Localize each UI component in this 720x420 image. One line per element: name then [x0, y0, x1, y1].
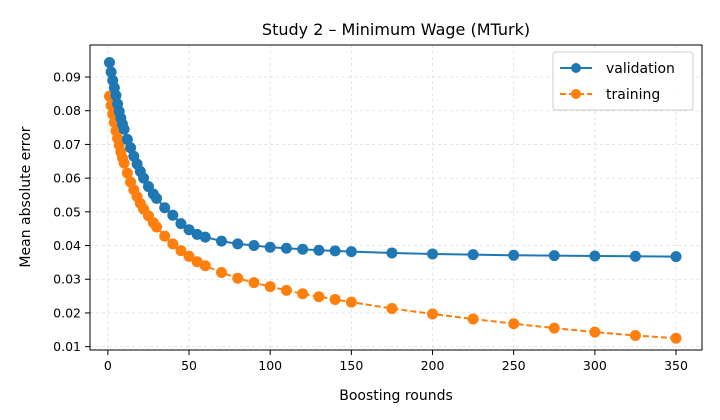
y-tick-label: 0.03 [53, 272, 81, 287]
data-point-validation [670, 251, 682, 263]
data-point-validation [232, 238, 244, 250]
data-point-validation [280, 242, 292, 254]
x-tick-label: 300 [583, 358, 607, 373]
data-point-validation [297, 243, 309, 255]
x-tick-label: 50 [181, 358, 197, 373]
data-point-training [280, 284, 292, 296]
data-point-validation [118, 123, 130, 135]
y-tick-label: 0.04 [53, 238, 81, 253]
data-point-training [175, 245, 187, 257]
data-point-validation [103, 57, 115, 69]
data-point-validation [110, 90, 122, 102]
series-layer [103, 57, 682, 344]
data-point-validation [345, 246, 357, 258]
y-tick-label: 0.01 [53, 339, 81, 354]
y-tick-label: 0.07 [53, 137, 81, 152]
data-point-validation [175, 218, 187, 230]
data-point-training [151, 221, 163, 233]
data-point-validation [167, 209, 179, 221]
data-point-training [167, 238, 179, 250]
data-point-training [191, 256, 203, 268]
x-tick-label: 350 [664, 358, 688, 373]
plot-frame [89, 44, 703, 351]
data-point-validation [105, 66, 117, 78]
data-point-validation [199, 231, 211, 243]
data-point-validation [313, 244, 325, 256]
data-point-validation [125, 142, 137, 154]
data-point-validation [151, 192, 163, 204]
data-point-validation [138, 172, 150, 184]
data-point-training [232, 272, 244, 284]
x-tick-label: 200 [421, 358, 445, 373]
y-tick-label: 0.06 [53, 171, 81, 186]
legend-marker-validation [571, 63, 581, 73]
data-point-validation [427, 248, 439, 260]
data-point-training [159, 230, 171, 242]
data-point-validation [589, 250, 601, 262]
data-point-training [467, 313, 479, 325]
data-point-training [548, 322, 560, 334]
data-point-training [215, 266, 227, 278]
data-point-validation [264, 241, 276, 253]
x-tick-label: 100 [258, 358, 282, 373]
data-point-training [118, 157, 130, 169]
data-point-validation [548, 250, 560, 262]
data-point-training [629, 330, 641, 342]
data-point-training [183, 250, 195, 262]
x-tick-label: 250 [502, 358, 526, 373]
legend-label-validation: validation [606, 61, 675, 77]
legend: validation training [552, 51, 694, 111]
data-point-training [121, 167, 133, 179]
data-point-training [386, 303, 398, 315]
y-tick-label: 0.08 [53, 103, 81, 118]
data-point-validation [386, 247, 398, 259]
data-point-training [670, 332, 682, 344]
x-axis-label: Boosting rounds [339, 388, 453, 404]
y-axis-label: Mean absolute error [18, 126, 34, 267]
data-point-training [589, 326, 601, 338]
data-point-validation [215, 235, 227, 247]
data-point-training [345, 296, 357, 308]
data-point-validation [183, 224, 195, 236]
y-tick-label: 0.09 [53, 70, 81, 85]
chart-title: Study 2 – Minimum Wage (MTurk) [262, 20, 530, 39]
y-axis-ticks: 0.01 0.02 0.03 0.04 0.05 0.06 0.07 0.08 0.09 [53, 70, 90, 354]
legend-box [552, 51, 694, 111]
data-point-training [297, 288, 309, 300]
legend-marker-training [571, 89, 581, 99]
x-tick-label: 0 [104, 358, 112, 373]
data-point-validation [508, 249, 520, 261]
y-tick-label: 0.05 [53, 204, 81, 219]
data-point-training [313, 291, 325, 303]
data-point-training [248, 277, 260, 289]
y-tick-label: 0.02 [53, 305, 81, 320]
data-point-training [199, 260, 211, 272]
x-axis-ticks: 0 50 100 150 200 250 300 350 [104, 350, 688, 373]
legend-label-training: training [606, 87, 660, 103]
data-point-validation [467, 249, 479, 261]
data-point-training [427, 308, 439, 320]
data-point-validation [248, 240, 260, 252]
x-tick-label: 150 [339, 358, 363, 373]
data-point-training [329, 293, 341, 305]
data-point-validation [121, 133, 133, 145]
data-point-training [264, 281, 276, 293]
data-point-validation [629, 250, 641, 262]
data-point-validation [329, 245, 341, 257]
data-point-training [508, 318, 520, 330]
series-validation [103, 57, 682, 263]
data-point-validation [159, 202, 171, 214]
